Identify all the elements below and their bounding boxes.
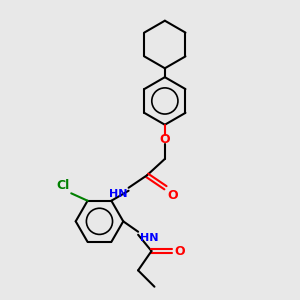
Text: HN: HN xyxy=(109,189,127,199)
Text: O: O xyxy=(168,189,178,202)
Text: O: O xyxy=(175,244,185,258)
Text: Cl: Cl xyxy=(56,179,70,192)
Text: O: O xyxy=(160,133,170,146)
Text: HN: HN xyxy=(140,233,158,243)
